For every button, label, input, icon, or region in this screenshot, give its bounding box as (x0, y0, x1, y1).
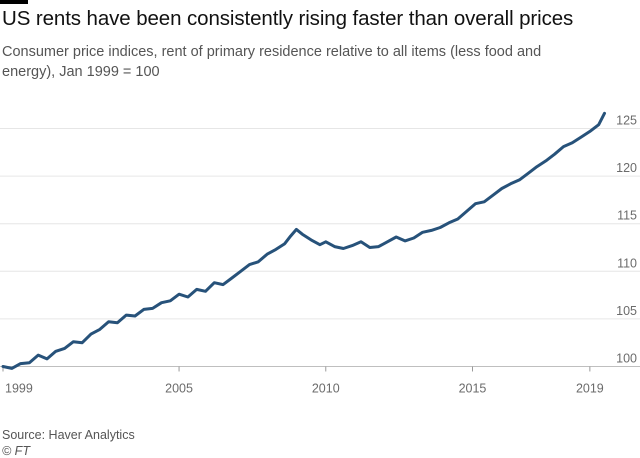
ft-credit: © FT (2, 444, 30, 458)
y-tick-label: 120 (616, 161, 637, 175)
x-tick-label: 2019 (576, 381, 604, 395)
x-tick-label: 2010 (312, 381, 340, 395)
x-tick-label: 2015 (459, 381, 487, 395)
chart-subtitle: Consumer price indices, rent of primary … (2, 44, 542, 80)
chart-title: US rents have been consistently rising f… (2, 7, 574, 30)
source-note: Source: Haver Analytics (2, 428, 135, 442)
y-tick-label: 110 (617, 256, 637, 270)
x-axis-ticks: 1999 2005 2010 2015 2019 (2, 366, 604, 395)
y-tick-label: 125 (616, 114, 637, 128)
line-chart: 100 105 110 115 120 125 1999 2005 2010 2015 2019 (0, 111, 640, 395)
series-layer (1, 111, 606, 370)
y-tick-label: 100 (616, 351, 637, 365)
y-tick-label: 115 (617, 209, 637, 223)
y-axis-ticks: 100 105 110 115 120 125 (616, 114, 637, 366)
x-tick-label: 2005 (165, 381, 193, 395)
x-tick-label: 1999 (5, 381, 33, 395)
y-tick-label: 105 (616, 304, 637, 318)
series-line-0 (1, 111, 606, 370)
ft-top-bar (0, 0, 28, 4)
gridlines (0, 128, 640, 367)
